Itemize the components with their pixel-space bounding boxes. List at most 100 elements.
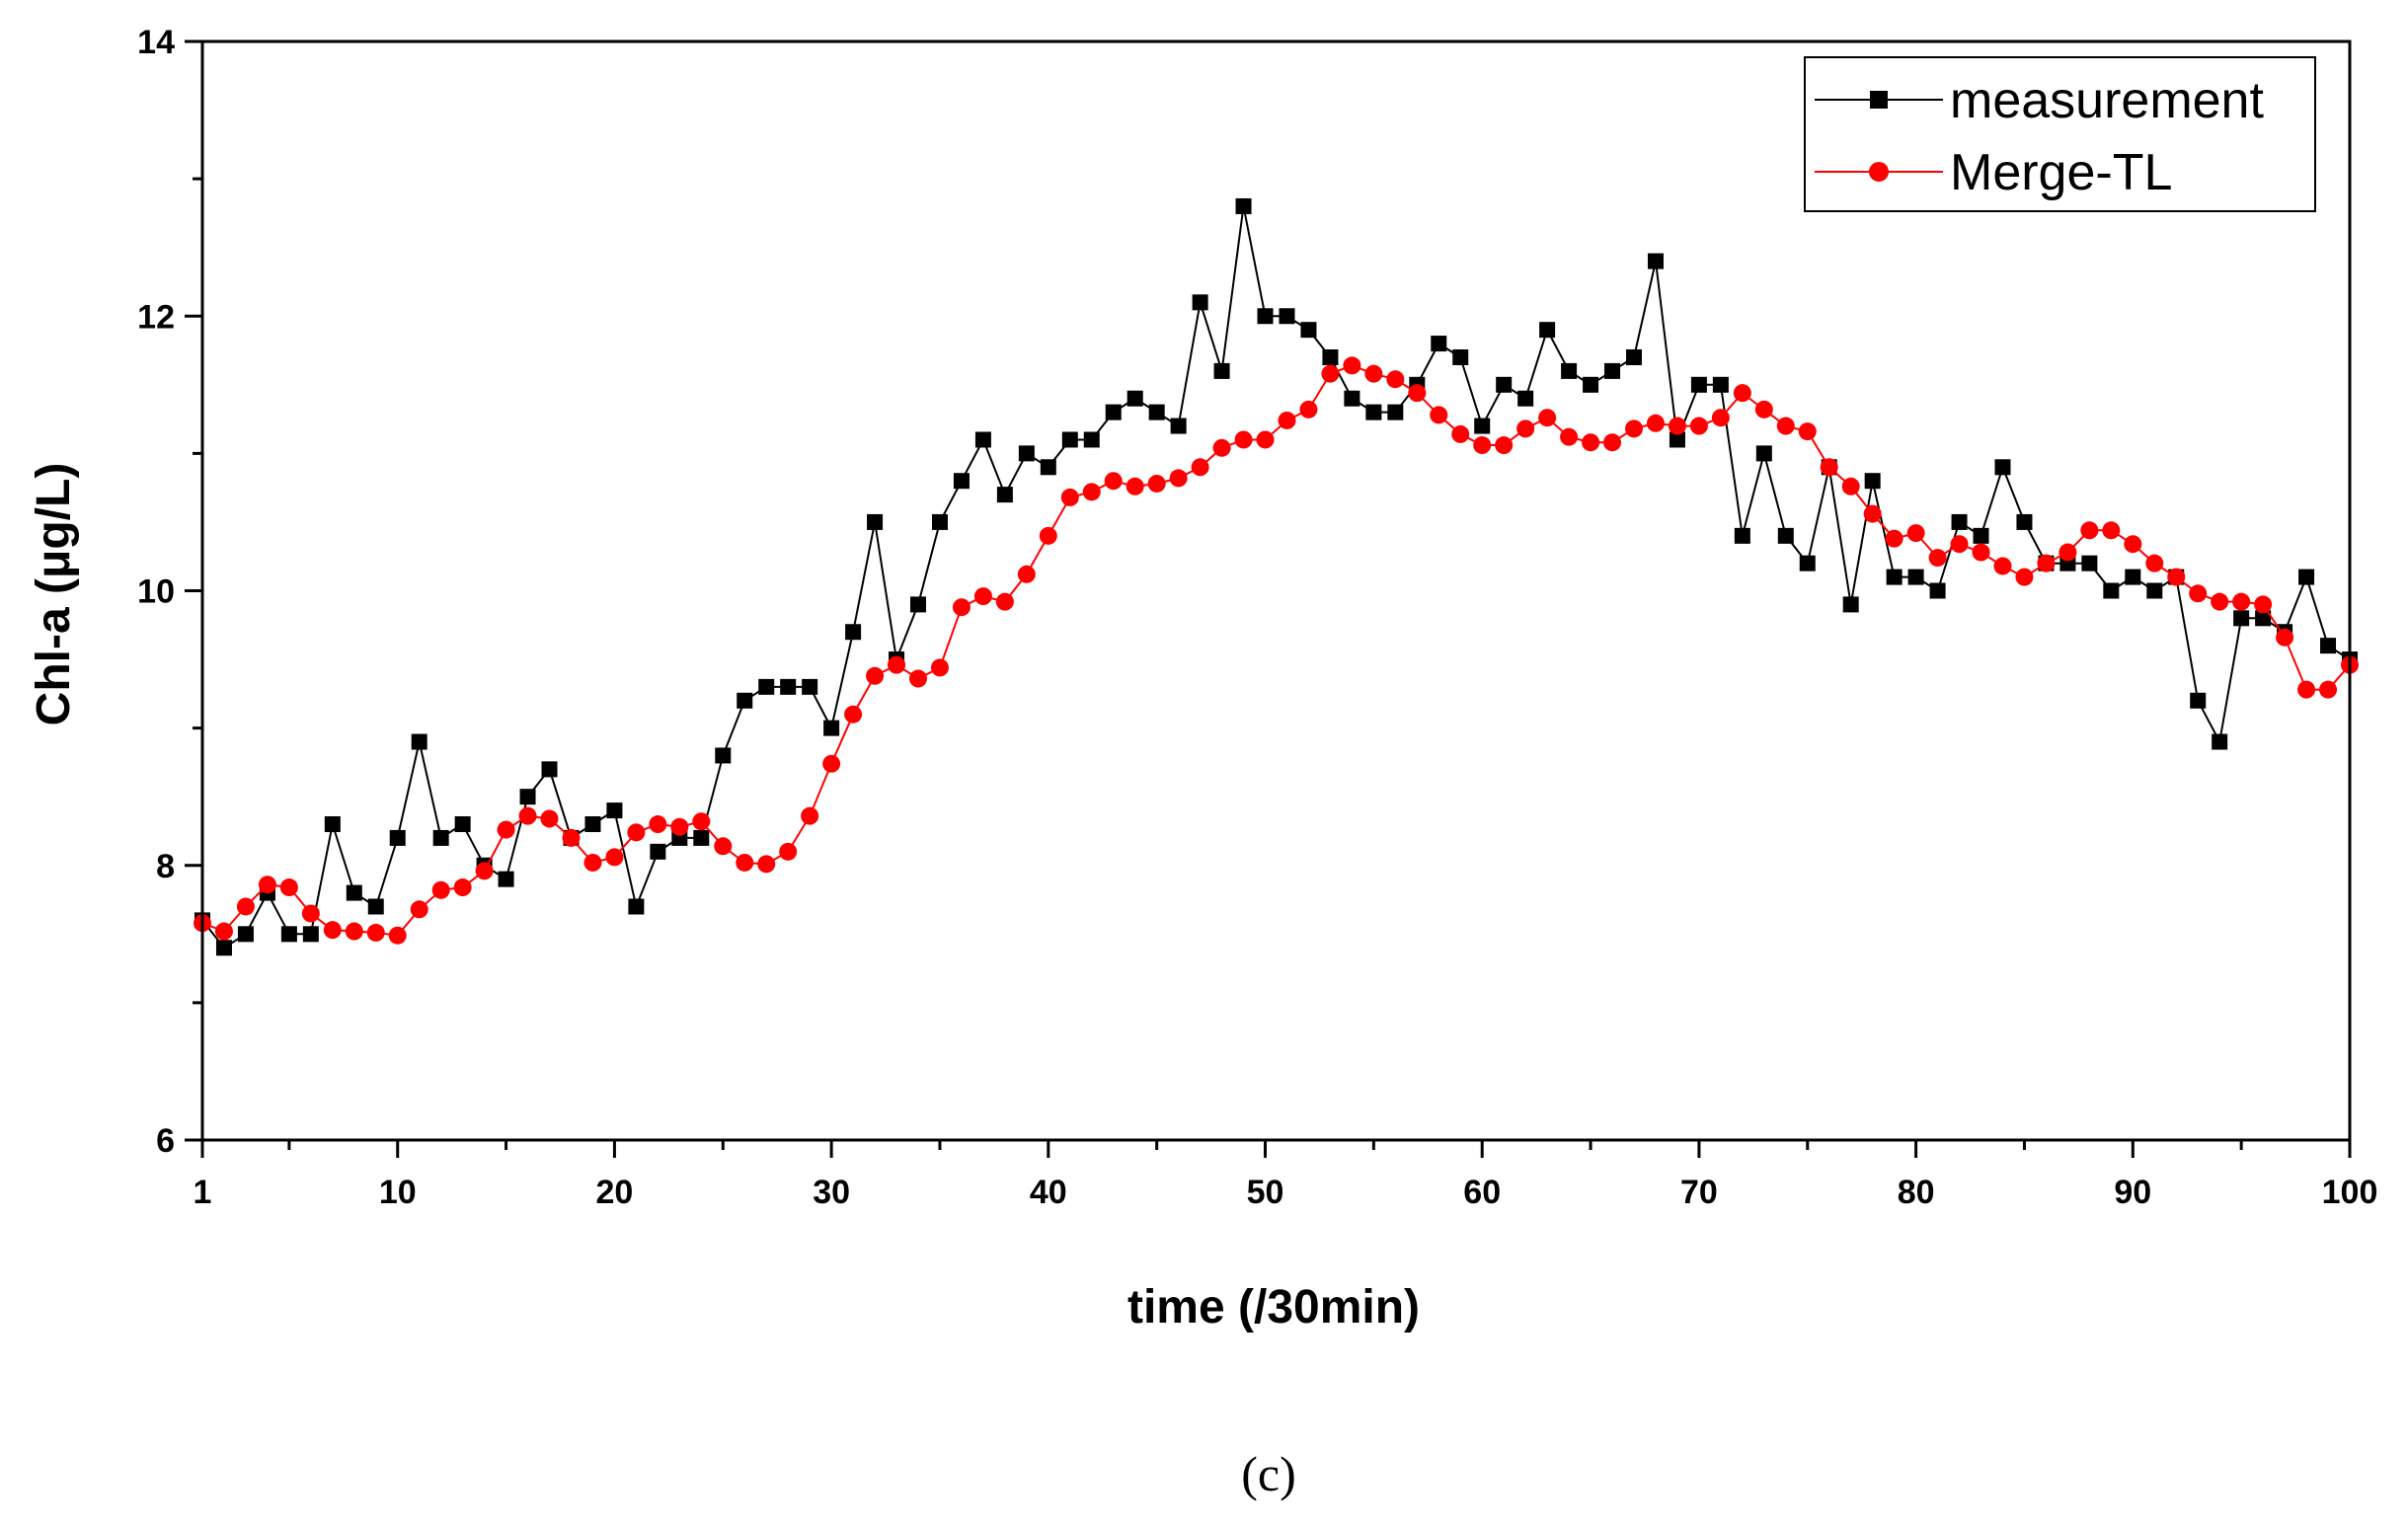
- data-point: [237, 926, 254, 943]
- x-tick-label: 20: [596, 1174, 634, 1211]
- data-point: [1798, 422, 1817, 441]
- data-point: [519, 789, 536, 805]
- data-point: [1517, 390, 1534, 407]
- data-point: [1907, 569, 1924, 585]
- data-point: [2037, 554, 2056, 572]
- data-point: [1582, 433, 1600, 452]
- data-point: [1408, 384, 1427, 403]
- legend-box: [1804, 56, 2316, 212]
- data-point: [1625, 419, 1643, 438]
- data-point: [2080, 521, 2099, 540]
- data-point: [1539, 322, 1556, 339]
- y-tick-label: 8: [156, 848, 175, 885]
- data-point: [1669, 431, 1685, 448]
- data-point: [1689, 417, 1708, 435]
- data-point: [2015, 568, 2034, 586]
- data-point: [1516, 419, 1535, 438]
- data-point: [802, 678, 818, 695]
- data-point: [1777, 527, 1794, 544]
- data-point: [541, 761, 558, 778]
- y-axis-title: Chl-a (μg/L): [28, 463, 80, 726]
- data-point: [1668, 417, 1686, 435]
- data-point: [1039, 526, 1057, 545]
- data-point: [432, 829, 449, 846]
- data-point: [1842, 596, 1859, 613]
- data-point: [1886, 569, 1903, 585]
- data-point: [2016, 513, 2033, 530]
- data-point: [497, 820, 515, 839]
- data-point: [1017, 565, 1036, 583]
- data-point: [2102, 521, 2121, 540]
- data-point: [973, 587, 992, 606]
- data-point: [1647, 253, 1664, 269]
- x-tick-label: 70: [1680, 1174, 1718, 1211]
- data-point: [1387, 404, 1404, 420]
- data-point: [1212, 438, 1231, 457]
- data-point: [1257, 308, 1274, 325]
- data-point: [2255, 610, 2272, 627]
- data-point: [650, 843, 666, 860]
- data-point: [1538, 409, 1557, 427]
- data-point: [1474, 418, 1491, 434]
- data-point: [346, 884, 362, 901]
- legend-marker-merge-tl: [1869, 162, 1889, 182]
- data-point: [2058, 543, 2077, 562]
- data-point: [1560, 427, 1579, 446]
- data-point: [801, 806, 819, 825]
- data-point: [1278, 411, 1296, 429]
- data-point: [1496, 376, 1513, 393]
- data-point: [649, 815, 667, 834]
- data-point: [866, 666, 885, 685]
- y-tick-label: 14: [137, 24, 175, 61]
- data-point: [1343, 356, 1361, 375]
- data-point: [1885, 529, 1903, 548]
- data-point: [2254, 595, 2273, 614]
- data-point: [1105, 404, 1122, 420]
- data-point: [1082, 483, 1101, 501]
- data-point: [366, 923, 385, 942]
- data-point: [1451, 424, 1470, 443]
- data-point: [1299, 400, 1318, 419]
- data-point: [1755, 445, 1772, 462]
- data-point: [1711, 409, 1730, 427]
- data-point: [1344, 390, 1360, 407]
- data-point: [2145, 554, 2164, 572]
- x-tick-label: 90: [2114, 1174, 2151, 1211]
- data-point: [1973, 527, 1989, 544]
- data-point: [562, 828, 581, 847]
- data-point: [757, 855, 776, 874]
- data-point: [1863, 504, 1882, 523]
- x-tick-label: 40: [1030, 1174, 1067, 1211]
- data-point: [1906, 524, 1925, 543]
- data-point: [995, 592, 1014, 611]
- data-point: [627, 823, 646, 842]
- data-point: [758, 678, 775, 695]
- data-point: [215, 940, 232, 956]
- series-Merge-TL: [194, 356, 2359, 945]
- data-point: [2232, 592, 2251, 611]
- data-point: [1321, 364, 1340, 383]
- x-tick-label: 80: [1898, 1174, 1935, 1211]
- data-point: [930, 658, 949, 677]
- data-point: [1235, 197, 1252, 214]
- data-point: [2081, 555, 2098, 572]
- data-point: [693, 829, 710, 846]
- data-point: [1364, 364, 1383, 383]
- data-point: [1604, 362, 1621, 379]
- data-point: [670, 817, 689, 836]
- x-tick-label: 10: [379, 1174, 417, 1211]
- data-point: [1386, 370, 1405, 389]
- data-point: [1279, 308, 1295, 325]
- plot-frame: [200, 39, 2352, 1142]
- data-point: [1972, 543, 1990, 562]
- data-point: [1061, 431, 1078, 448]
- x-tick-label: 60: [1463, 1174, 1501, 1211]
- data-point: [953, 473, 970, 490]
- data-point: [1733, 384, 1751, 403]
- legend: measurement Merge-TL: [1804, 56, 2316, 212]
- data-point: [1799, 555, 1816, 572]
- data-point: [1734, 527, 1750, 544]
- data-point: [931, 513, 948, 530]
- data-point: [301, 904, 320, 923]
- data-point: [2212, 733, 2228, 750]
